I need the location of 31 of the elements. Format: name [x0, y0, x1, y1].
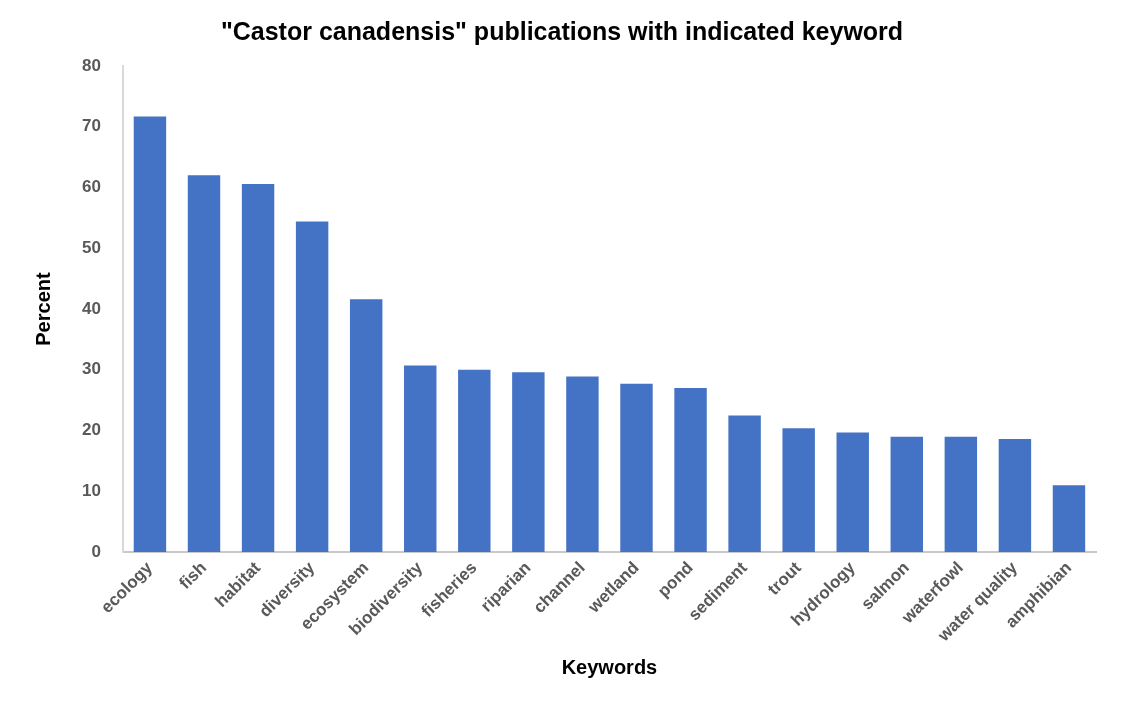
x-axis-title: Keywords: [561, 655, 658, 678]
y-tick-label: 30: [81, 359, 101, 379]
bar: [944, 436, 978, 553]
x-tick-label: fish: [175, 558, 211, 593]
bar: [133, 116, 167, 553]
y-tick-label: 80: [81, 55, 101, 75]
y-tick-label: 50: [81, 237, 101, 257]
y-tick-label: 20: [81, 420, 101, 440]
y-axis-title: Percent: [31, 272, 54, 346]
y-tick-label: 60: [81, 177, 101, 197]
bar: [241, 183, 275, 553]
bar: [1052, 485, 1086, 553]
y-tick-label: 10: [81, 481, 101, 501]
bar: [998, 439, 1032, 553]
bar: [674, 388, 707, 553]
bar: [295, 221, 329, 553]
bar: [187, 175, 221, 553]
bar: [512, 372, 545, 553]
bar: [404, 365, 437, 553]
bar: [890, 436, 924, 553]
bar: [458, 369, 491, 553]
y-tick-label: 40: [81, 298, 101, 318]
y-tick-label: 70: [81, 116, 101, 136]
bar: [836, 432, 869, 553]
bar: [782, 428, 815, 553]
bar: [728, 415, 761, 553]
y-tick-label: 0: [91, 541, 101, 561]
bar: [620, 383, 653, 553]
bar: [349, 299, 383, 553]
bar: [566, 376, 599, 553]
chart-title: "Castor canadensis" publications with indicated keyword: [220, 16, 904, 45]
